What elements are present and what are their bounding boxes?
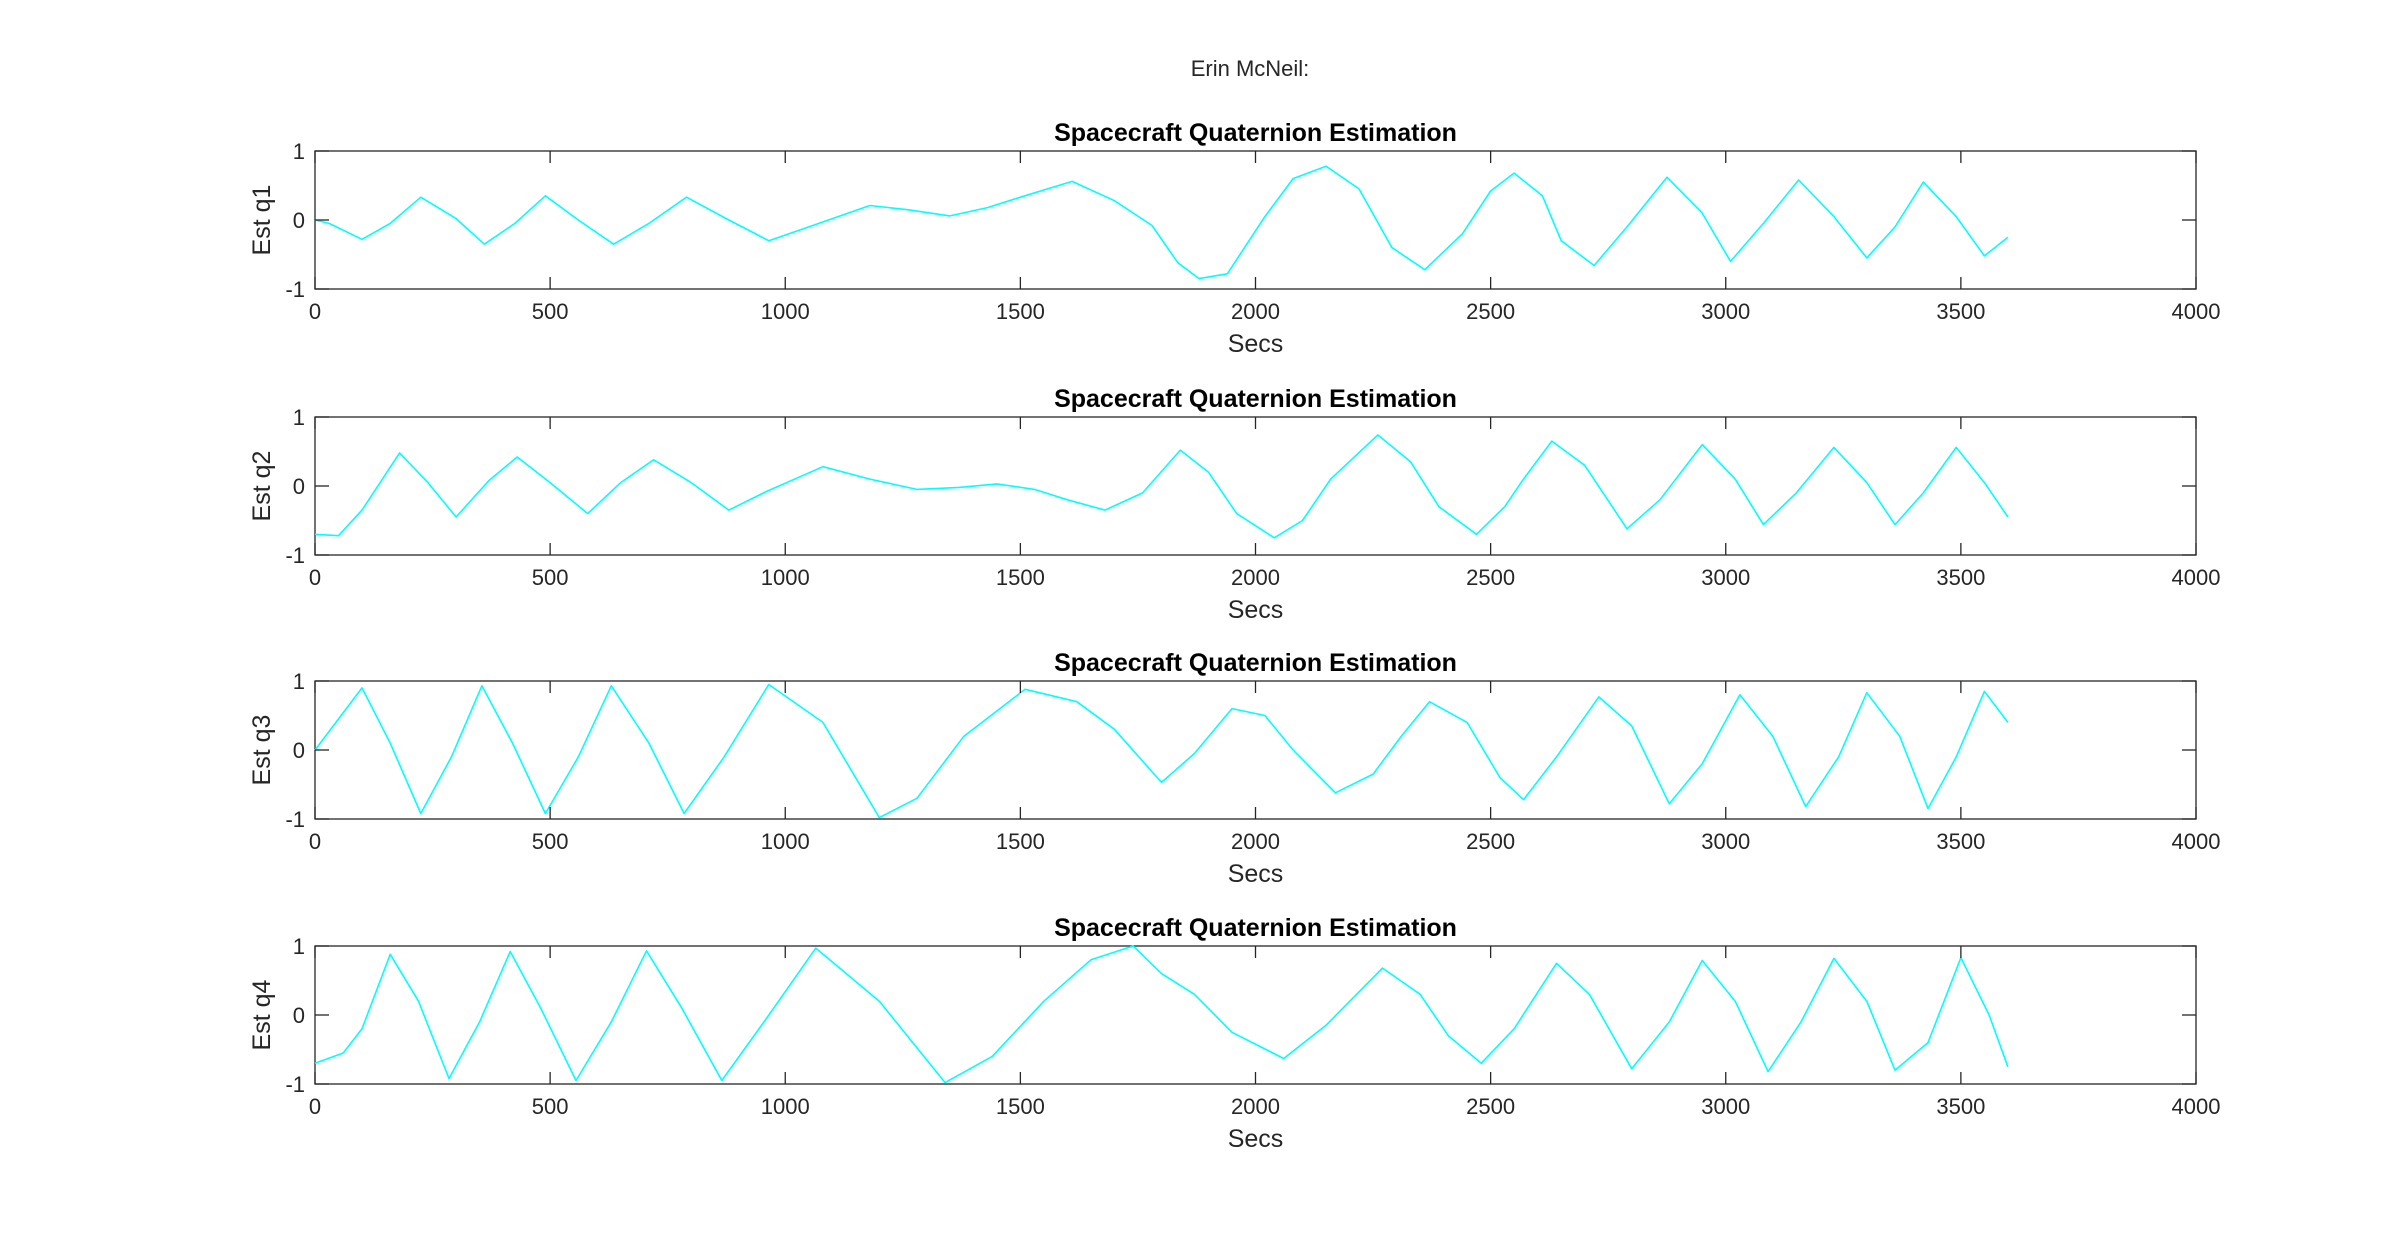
y-axis-label: Est q2: [248, 451, 276, 522]
x-tick-label: 3500: [1936, 299, 1985, 324]
x-tick-label: 500: [532, 565, 569, 590]
x-tick-label: 2500: [1466, 565, 1515, 590]
y-tick-label: 1: [293, 139, 305, 164]
x-axis-label: Secs: [1228, 330, 1284, 358]
axes-box: [314, 150, 2197, 290]
y-axis-label: Est q1: [248, 185, 276, 256]
x-tick-label: 3000: [1701, 1094, 1750, 1119]
subplot-title: Spacecraft Quaternion Estimation: [1054, 385, 1457, 413]
x-tick-label: 1000: [761, 565, 810, 590]
x-tick-label: 3000: [1701, 829, 1750, 854]
x-tick-label: 4000: [2172, 829, 2221, 854]
subplot-1: Spacecraft Quaternion Estimation 0 500 1000…: [248, 119, 2220, 358]
x-tick-label: 2500: [1466, 299, 1515, 324]
y-tick-label: -1: [285, 807, 305, 832]
x-tick-label: 0: [309, 299, 321, 324]
x-tick-label: 1500: [996, 829, 1045, 854]
subplot-title: Spacecraft Quaternion Estimation: [1054, 914, 1457, 942]
y-tick-label: -1: [285, 1072, 305, 1097]
x-tick-label: 4000: [2172, 565, 2221, 590]
x-tick-label: 1500: [996, 1094, 1045, 1119]
x-tick-label: 1000: [761, 829, 810, 854]
x-tick-label: 4000: [2172, 299, 2221, 324]
subplot-3: Spacecraft Quaternion Estimation 0 500 1000…: [248, 649, 2220, 888]
series-line: [314, 165, 2009, 280]
x-tick-label: 1500: [996, 299, 1045, 324]
y-tick-label: -1: [285, 277, 305, 302]
x-tick-label: 500: [532, 829, 569, 854]
x-tick-label: 3500: [1936, 1094, 1985, 1119]
x-tick-label: 2000: [1231, 829, 1280, 854]
x-tick-label: 0: [309, 1094, 321, 1119]
subplot-title: Spacecraft Quaternion Estimation: [1054, 649, 1457, 677]
x-tick-label: 0: [309, 829, 321, 854]
x-tick-label: 500: [532, 1094, 569, 1119]
x-tick-label: 2000: [1231, 299, 1280, 324]
subplot-title: Spacecraft Quaternion Estimation: [1054, 119, 1457, 147]
y-axis-label: Est q4: [248, 979, 276, 1050]
x-tick-label: 1000: [761, 1094, 810, 1119]
subplot-4: Spacecraft Quaternion Estimation 0 500 1000…: [248, 914, 2220, 1153]
x-tick-label: 3500: [1936, 565, 1985, 590]
series-line: [314, 945, 2009, 1084]
y-tick-label: 0: [293, 738, 305, 763]
series-line: [314, 434, 2009, 539]
y-tick-label: 0: [293, 208, 305, 233]
x-tick-label: 500: [532, 299, 569, 324]
axes-box: [314, 945, 2197, 1085]
y-tick-label: 1: [293, 934, 305, 959]
figure-suptitle: Erin McNeil:: [1191, 56, 1310, 81]
x-tick-label: 0: [309, 565, 321, 590]
x-tick-label: 2000: [1231, 1094, 1280, 1119]
y-tick-label: 1: [293, 669, 305, 694]
axes-box: [314, 416, 2197, 556]
y-tick-label: 0: [293, 474, 305, 499]
x-axis-label: Secs: [1228, 860, 1284, 888]
x-tick-label: 3000: [1701, 565, 1750, 590]
x-tick-label: 2000: [1231, 565, 1280, 590]
x-tick-label: 3000: [1701, 299, 1750, 324]
x-tick-label: 3500: [1936, 829, 1985, 854]
subplot-2: Spacecraft Quaternion Estimation 0 500 1000…: [248, 385, 2220, 624]
x-tick-label: 1500: [996, 565, 1045, 590]
series-line: [314, 683, 2009, 819]
y-tick-label: 1: [293, 405, 305, 430]
x-axis-label: Secs: [1228, 1125, 1284, 1153]
x-tick-label: 2500: [1466, 829, 1515, 854]
axes-box: [314, 680, 2197, 820]
y-tick-label: 0: [293, 1003, 305, 1028]
y-axis-label: Est q3: [248, 715, 276, 786]
x-tick-label: 1000: [761, 299, 810, 324]
y-tick-label: -1: [285, 543, 305, 568]
x-axis-label: Secs: [1228, 596, 1284, 624]
x-tick-label: 4000: [2172, 1094, 2221, 1119]
x-tick-label: 2500: [1466, 1094, 1515, 1119]
